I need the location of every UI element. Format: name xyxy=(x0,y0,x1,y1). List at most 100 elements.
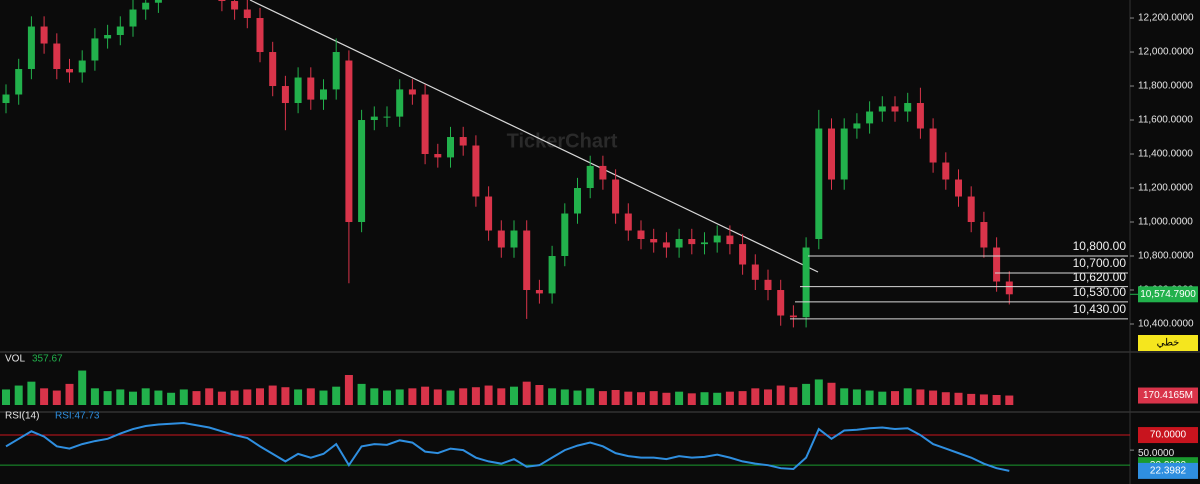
candle-body xyxy=(523,230,531,291)
volume-bar xyxy=(2,389,10,405)
y-tick-label: 70.0000 xyxy=(1150,430,1187,441)
volume-bar xyxy=(840,388,849,405)
candle-body xyxy=(104,35,112,39)
volume-bar xyxy=(332,386,341,405)
level-label: 10,800.00 xyxy=(1073,239,1127,253)
candle-body xyxy=(916,103,924,129)
volume-bar xyxy=(40,388,49,405)
volume-bar xyxy=(764,389,772,405)
volume-bar xyxy=(751,388,760,405)
volume-bar xyxy=(637,392,645,405)
candle-body xyxy=(485,196,493,231)
volume-bar xyxy=(535,385,544,405)
candle-body xyxy=(421,94,429,155)
volume-bar xyxy=(154,390,163,405)
volume-bar xyxy=(167,392,176,405)
candle-body xyxy=(281,86,289,104)
volume-bar xyxy=(598,391,607,405)
volume-bar xyxy=(90,388,99,405)
rsi-last-label: 22.3982 xyxy=(1150,466,1187,477)
volume-bar xyxy=(408,388,417,405)
candle-body xyxy=(307,77,315,100)
volume-bar xyxy=(446,390,455,405)
candle-body xyxy=(828,128,835,180)
volume-bar xyxy=(725,391,734,405)
y-tick-label: 11,600.0000 xyxy=(1138,115,1193,126)
candle-body xyxy=(129,9,137,27)
volume-bar xyxy=(27,381,36,405)
volume-bar xyxy=(344,375,353,405)
last-volume-label-box xyxy=(1138,387,1198,404)
volume-bar xyxy=(421,386,430,405)
candle-body xyxy=(701,242,708,245)
volume-bar xyxy=(294,389,303,405)
volume-bar xyxy=(776,385,785,405)
candle-body xyxy=(358,120,366,223)
volume-bar xyxy=(306,388,315,405)
candle-body xyxy=(662,242,670,248)
candle-body xyxy=(586,165,594,189)
level-label: 10,700.00 xyxy=(1073,256,1127,270)
last-price-label-box xyxy=(1138,286,1198,303)
candle-body xyxy=(993,247,1001,282)
candle-body xyxy=(27,26,35,70)
candle-body xyxy=(434,154,442,158)
candle-body xyxy=(637,230,645,240)
volume-bar xyxy=(484,385,493,405)
volume-bar xyxy=(78,370,87,405)
volume-bar xyxy=(903,388,912,405)
candle-body xyxy=(408,89,416,95)
candle-body xyxy=(815,128,823,240)
candle-body xyxy=(66,69,73,73)
candle-body xyxy=(726,235,734,245)
candle-body xyxy=(713,235,721,243)
candle-body xyxy=(15,69,23,95)
volume-bar xyxy=(865,390,874,405)
volume-bar xyxy=(459,388,468,405)
volume-bar xyxy=(52,390,61,405)
candle-body xyxy=(510,230,518,248)
candle-body xyxy=(459,137,467,146)
y-tick-label: 11,800.0000 xyxy=(1138,81,1193,92)
volume-bar xyxy=(624,391,633,405)
candle-body xyxy=(332,52,340,90)
candles xyxy=(2,0,1013,328)
candle-body xyxy=(535,290,543,294)
candle-body xyxy=(269,52,277,87)
volume-bar xyxy=(687,393,696,405)
candle-body xyxy=(612,179,620,214)
volume-bar xyxy=(789,387,798,405)
candle-body xyxy=(1005,281,1013,295)
volume-bar xyxy=(548,388,557,405)
volume-bar xyxy=(522,381,531,405)
candle-body xyxy=(548,256,556,294)
volume-bar xyxy=(967,393,976,405)
volume-bar xyxy=(979,394,988,405)
volume-bar xyxy=(192,391,201,405)
vol-readout: 357.67 xyxy=(32,354,63,365)
candle-body xyxy=(154,0,162,3)
candle-body xyxy=(91,38,99,61)
last-price-label: 10,574.7900 xyxy=(1140,289,1196,300)
volume-bar xyxy=(954,392,963,405)
volume-bar xyxy=(433,389,442,405)
y-tick-label-box xyxy=(1138,427,1198,444)
volume-bar xyxy=(573,390,582,405)
volume-bar xyxy=(675,391,684,405)
rsi-title: RSI(14) xyxy=(5,411,39,422)
volume-bar xyxy=(916,389,925,405)
volume-bar xyxy=(370,388,379,405)
candle-body xyxy=(294,77,302,104)
volume-bar xyxy=(929,390,938,405)
candle-body xyxy=(497,230,505,248)
volume-bar xyxy=(814,379,823,405)
volume-bar xyxy=(268,385,277,405)
candle-body xyxy=(751,264,759,280)
level-label: 10,430.00 xyxy=(1073,302,1127,316)
y-tick-label: 11,200.0000 xyxy=(1138,183,1193,194)
volume-bar xyxy=(827,382,836,405)
candle-body xyxy=(574,188,581,214)
candle-body xyxy=(116,26,124,36)
